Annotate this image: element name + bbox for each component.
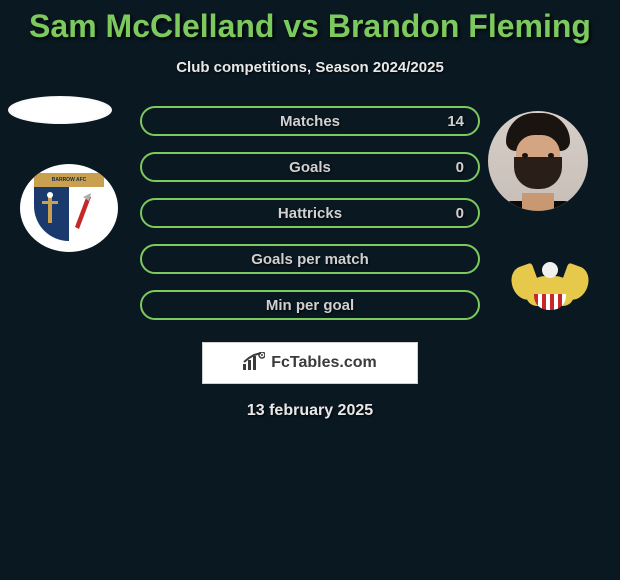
stat-row-hattricks: Hattricks 0: [140, 198, 480, 228]
fctables-logo-icon: [243, 352, 265, 375]
stat-right-value: 0: [456, 205, 464, 222]
stat-label: Min per goal: [266, 297, 354, 314]
player-avatar-left: [8, 96, 112, 124]
fctables-watermark[interactable]: FcTables.com: [202, 342, 418, 384]
stat-row-goals: Goals 0: [140, 152, 480, 182]
stat-row-min-per-goal: Min per goal: [140, 290, 480, 320]
barrow-shield-icon: BARROW AFC: [34, 173, 104, 243]
comparison-date: 13 february 2025: [0, 402, 620, 420]
stat-label: Goals: [289, 159, 331, 176]
stat-label: Goals per match: [251, 251, 369, 268]
barrow-shield-left-icon: [34, 187, 69, 241]
stat-label: Hattricks: [278, 205, 342, 222]
stat-row-goals-per-match: Goals per match: [140, 244, 480, 274]
comparison-subtitle: Club competitions, Season 2024/2025: [0, 59, 620, 76]
club-badge-doncaster-icon: [500, 246, 600, 332]
doncaster-eagle-icon: [512, 254, 588, 324]
stat-row-matches: Matches 14: [140, 106, 480, 136]
stat-right-value: 14: [447, 113, 464, 130]
fctables-text: FcTables.com: [271, 354, 377, 372]
barrow-shield-right-icon: [69, 187, 104, 241]
content-area: BARROW AFC: [0, 106, 620, 420]
stat-label: Matches: [280, 113, 340, 130]
stat-rows: Matches 14 Goals 0 Hattricks 0 Goals per…: [140, 106, 480, 320]
comparison-title: Sam McClelland vs Brandon Fleming: [0, 0, 620, 45]
face-icon: [488, 111, 588, 211]
player-avatar-right: [488, 111, 588, 211]
club-badge-barrow-icon: BARROW AFC: [20, 164, 118, 252]
stat-right-value: 0: [456, 159, 464, 176]
barrow-shield-label: BARROW AFC: [34, 173, 104, 187]
